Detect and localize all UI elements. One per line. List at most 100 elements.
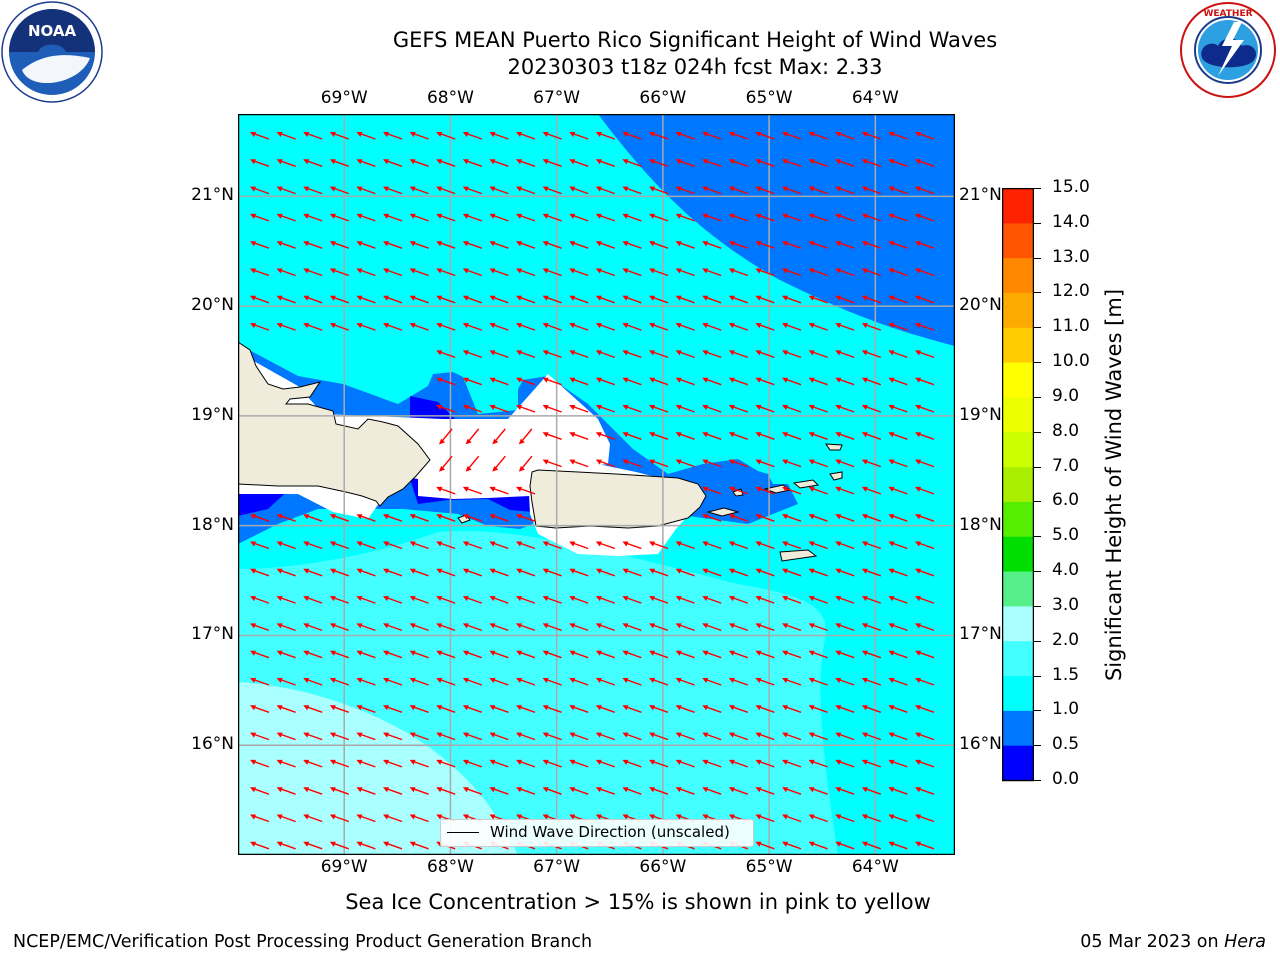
lat-tick-left-5: 16°N: [191, 734, 234, 755]
colorbar-segment-2: [1002, 675, 1034, 711]
colorbar-tick-9: 7.0: [1052, 455, 1080, 476]
colorbar-segment-1: [1002, 710, 1034, 746]
colorbar-segment-3: [1002, 640, 1034, 677]
colorbar-tick-mark-7: [1034, 536, 1041, 538]
lon-tick-top-2: 67°W: [533, 88, 581, 108]
colorbar-tick-7: 5.0: [1052, 525, 1080, 546]
lat-tick-right-4: 17°N: [959, 624, 1002, 645]
colorbar: [1002, 188, 1034, 782]
colorbar-segment-9: [1002, 431, 1034, 468]
lon-tick-top-4: 65°W: [745, 88, 793, 108]
svg-text:WEATHER: WEATHER: [1203, 9, 1252, 19]
colorbar-segment-8: [1002, 466, 1034, 502]
colorbar-tick-17: 15.0: [1052, 177, 1090, 197]
lon-tick-top-1: 68°W: [426, 88, 474, 108]
colorbar-tick-mark-3: [1034, 675, 1041, 677]
wave-field-2-3: [238, 682, 518, 855]
colorbar-label: Significant Height of Wind Waves [m]: [1102, 288, 1126, 682]
lat-tick-left-2: 19°N: [191, 404, 234, 425]
lat-tick-right-2: 19°N: [959, 404, 1002, 425]
colorbar-tick-14: 12.0: [1052, 281, 1090, 302]
footer-date-text: 05 Mar 2023 on: [1080, 932, 1225, 952]
legend-label: Wind Wave Direction (unscaled): [490, 823, 730, 841]
colorbar-tick-12: 10.0: [1052, 351, 1090, 372]
lat-tick-right-0: 21°N: [959, 185, 1002, 206]
noaa-logo-text: NOAA: [28, 22, 77, 40]
chart-title: GEFS MEAN Puerto Rico Significant Height…: [392, 28, 998, 52]
chart-subtitle: 20230303 t18z 024h fcst Max: 2.33: [507, 55, 883, 79]
colorbar-segment-4: [1002, 605, 1034, 642]
colorbar-tick-mark-10: [1034, 431, 1041, 433]
colorbar-segment-16: [1002, 188, 1034, 224]
colorbar-tick-mark-11: [1034, 396, 1041, 398]
colorbar-tick-15: 13.0: [1052, 246, 1090, 267]
colorbar-tick-0: 0.0: [1052, 769, 1080, 789]
lon-tick-top-3: 66°W: [639, 88, 687, 108]
lat-tick-left-3: 18°N: [191, 514, 234, 535]
colorbar-tick-mark-16: [1034, 222, 1041, 224]
lat-tick-left-0: 21°N: [191, 185, 234, 206]
sea-ice-caption: Sea Ice Concentration > 15% is shown in …: [345, 890, 931, 914]
colorbar-tick-13: 11.0: [1052, 316, 1090, 337]
colorbar-segment-11: [1002, 362, 1034, 398]
noaa-logo: NOAA: [1, 1, 103, 103]
colorbar-tick-3: 1.5: [1052, 664, 1080, 685]
colorbar-tick-mark-15: [1034, 257, 1041, 259]
colorbar-tick-2: 1.0: [1052, 699, 1080, 720]
lat-tick-right-1: 20°N: [959, 295, 1002, 316]
lat-tick-right-3: 18°N: [959, 514, 1002, 535]
colorbar-tick-10: 8.0: [1052, 420, 1080, 441]
lat-tick-right-5: 16°N: [959, 734, 1002, 755]
gridlines: [238, 114, 955, 855]
colorbar-tick-mark-4: [1034, 640, 1041, 642]
colorbar-segment-14: [1002, 257, 1034, 293]
colorbar-tick-1: 0.5: [1052, 734, 1080, 755]
lat-tick-left-1: 20°N: [191, 295, 234, 316]
colorbar-tick-mark-6: [1034, 571, 1041, 573]
lon-tick-bottom-2: 67°W: [533, 857, 581, 877]
colorbar-segment-15: [1002, 222, 1034, 259]
colorbar-segment-13: [1002, 292, 1034, 328]
footer-date: 05 Mar 2023 on Hera: [1080, 932, 1266, 952]
map-plot: [238, 114, 955, 855]
colorbar-tick-mark-2: [1034, 710, 1041, 712]
footer-machine: Hera: [1224, 932, 1266, 952]
colorbar-segment-5: [1002, 571, 1034, 607]
colorbar-tick-mark-1: [1034, 745, 1041, 747]
lon-tick-bottom-3: 66°W: [639, 857, 687, 877]
lon-tick-bottom-0: 69°W: [320, 857, 368, 877]
colorbar-segment-0: [1002, 745, 1034, 781]
lon-tick-bottom-4: 65°W: [745, 857, 793, 877]
colorbar-segment-12: [1002, 327, 1034, 363]
colorbar-tick-mark-8: [1034, 501, 1041, 503]
colorbar-tick-mark-13: [1034, 327, 1041, 329]
colorbar-tick-mark-12: [1034, 362, 1041, 364]
land-puerto-rico: [529, 469, 707, 529]
footer-branch: NCEP/EMC/Verification Post Processing Pr…: [13, 932, 593, 952]
lon-tick-top-5: 64°W: [851, 88, 899, 108]
nws-logo: WEATHER: [1180, 2, 1276, 98]
colorbar-segment-7: [1002, 501, 1034, 537]
colorbar-tick-6: 4.0: [1052, 560, 1080, 581]
colorbar-segment-6: [1002, 536, 1034, 572]
legend-line: [447, 832, 479, 833]
land-vieques: [706, 507, 740, 517]
colorbar-tick-mark-0: [1034, 780, 1041, 781]
lon-tick-bottom-1: 68°W: [426, 857, 474, 877]
colorbar-tick-4: 2.0: [1052, 629, 1080, 650]
colorbar-segment-10: [1002, 396, 1034, 433]
colorbar-tick-mark-5: [1034, 605, 1041, 607]
wave-field-0.5-1-ne: [598, 114, 955, 346]
land-st-croix: [779, 549, 818, 562]
colorbar-tick-mark-14: [1034, 292, 1041, 294]
colorbar-tick-8: 6.0: [1052, 490, 1080, 511]
lon-tick-bottom-5: 64°W: [851, 857, 899, 877]
colorbar-tick-mark-9: [1034, 466, 1041, 468]
lon-tick-top-0: 69°W: [320, 88, 368, 108]
colorbar-tick-5: 3.0: [1052, 594, 1080, 615]
lat-tick-left-4: 17°N: [191, 624, 234, 645]
land-hispaniola: [238, 341, 431, 507]
colorbar-tick-11: 9.0: [1052, 385, 1080, 406]
map-legend: Wind Wave Direction (unscaled): [440, 819, 754, 847]
colorbar-tick-mark-17: [1034, 188, 1041, 189]
